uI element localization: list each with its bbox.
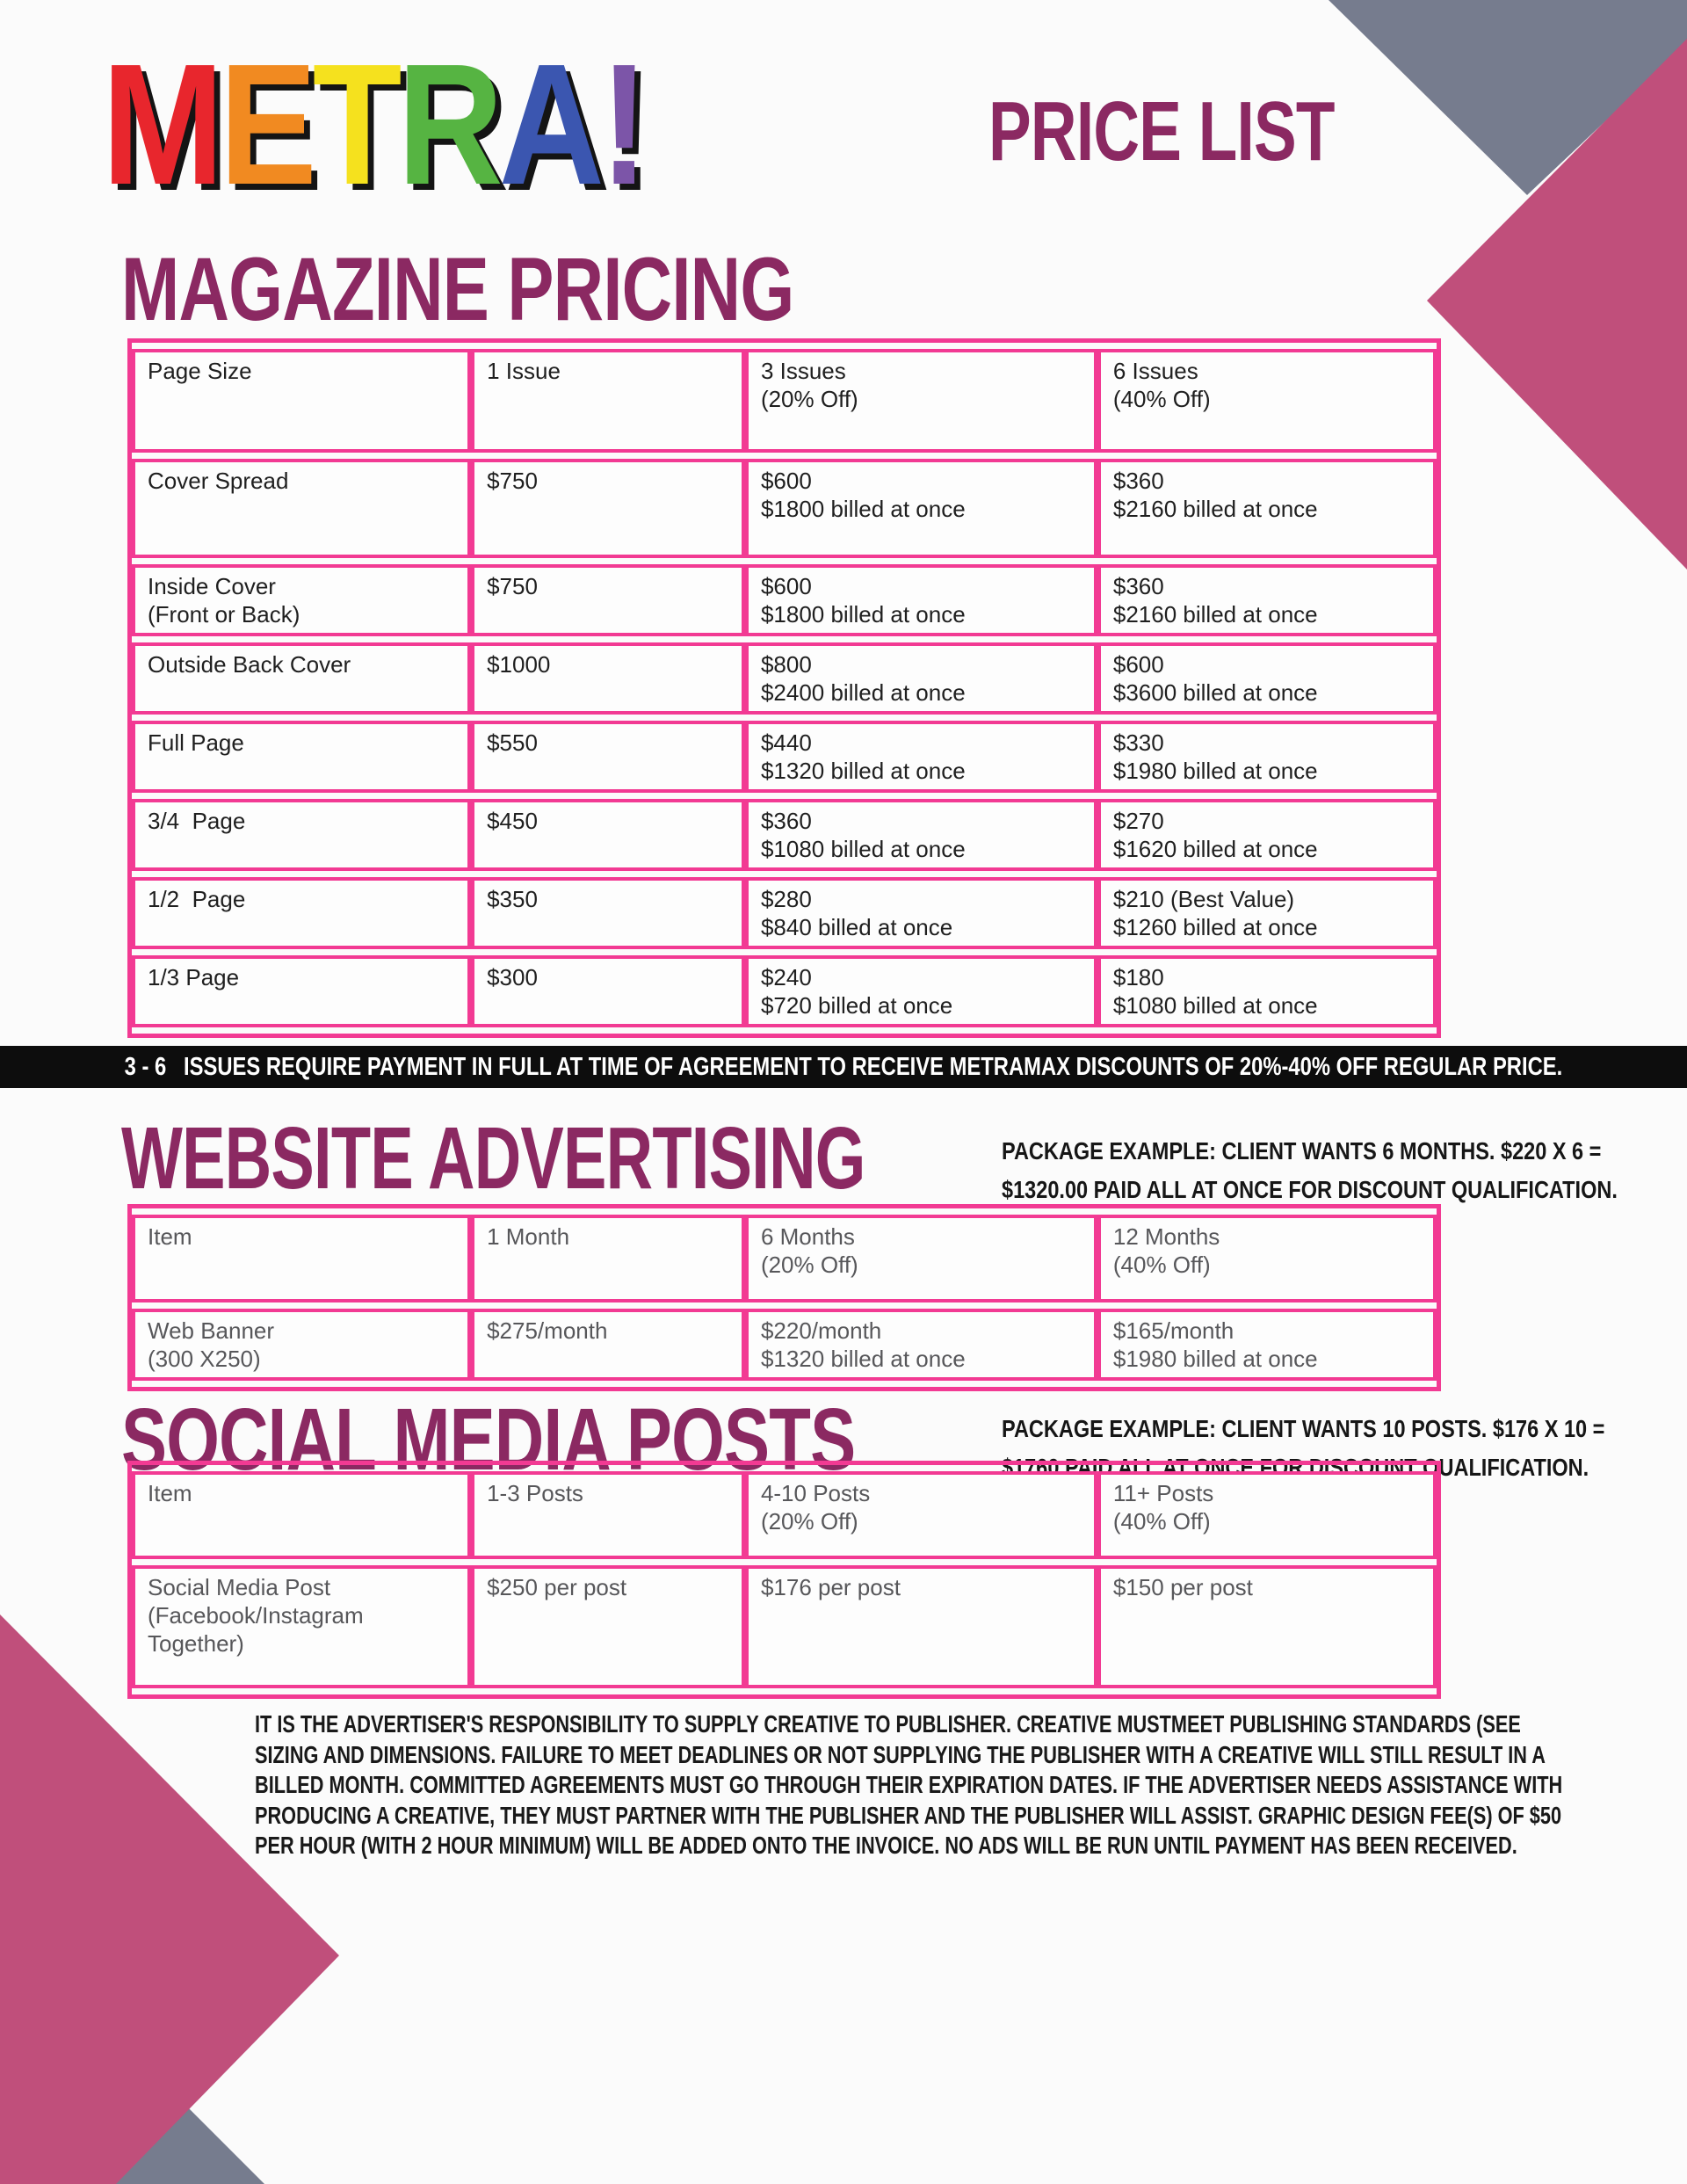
pricing-table: Page Size 1 Issue 3 Issues (20% Off) 6 Issu… (127, 338, 1441, 1038)
table-cell: 3/4 Page (132, 799, 472, 871)
logo-letter: ! (599, 28, 649, 221)
table-cell: Inside Cover (Front or Back) (132, 564, 472, 636)
column-header: 1 Month (471, 1215, 745, 1302)
section-title-magazine-pricing: MAGAZINE PRICING (121, 239, 794, 339)
disclaimer-line: SIZING AND DIMENSIONS. FAILURE TO MEET D… (255, 1740, 1546, 1768)
logo-letter: R (397, 28, 503, 221)
table-cell: $210 (Best Value) $1260 billed at once (1097, 877, 1437, 949)
table-cell: $550 (471, 721, 745, 793)
table-cell: $180 $1080 billed at once (1097, 955, 1437, 1027)
table-cell: $360 $1080 billed at once (744, 799, 1097, 871)
table-cell: 1/2 Page (132, 877, 472, 949)
table-row: Cover Spread $750 $600 $1800 billed at onc… (132, 459, 1437, 558)
logo-letter: M (102, 28, 224, 221)
table-cell: $750 (471, 564, 745, 636)
column-header: 1-3 Posts (471, 1471, 745, 1559)
table-row: 3/4 Page $450 $360 $1080 billed at once $27… (132, 799, 1437, 871)
column-header: 12 Months (40% Off) (1097, 1215, 1437, 1302)
table-cell: $275/month (471, 1309, 745, 1381)
disclaimer-text: IT IS THE ADVERTISER'S RESPONSIBILITY TO… (255, 1709, 1562, 1861)
page-title: PRICE LIST (988, 84, 1335, 178)
column-header: 3 Issues (20% Off) (744, 349, 1097, 453)
column-header: Item (132, 1215, 472, 1302)
table-cell: $360 $2160 billed at once (1097, 564, 1437, 636)
table-cell: $800 $2400 billed at once (744, 642, 1097, 715)
table-cell: $300 (471, 955, 745, 1027)
table-cell: $1000 (471, 642, 745, 715)
pricing-table: Item 1 Month 6 Months (20% Off) 12 Months (… (127, 1204, 1441, 1391)
table-row: 1/3 Page $300 $240 $720 billed at once $180… (132, 955, 1437, 1027)
table-cell: $220/month $1320 billed at once (744, 1309, 1097, 1381)
table-cell: $280 $840 billed at once (744, 877, 1097, 949)
table-header-row: Item 1-3 Posts 4-10 Posts (20% Off) 11+ Pos… (132, 1471, 1437, 1559)
table-cell: Outside Back Cover (132, 642, 472, 715)
disclaimer-line: BILLED MONTH. COMMITTED AGREEMENTS MUST … (255, 1771, 1563, 1798)
column-header: 6 Issues (40% Off) (1097, 349, 1437, 453)
logo-letter: E (219, 28, 317, 221)
column-header: Item (132, 1471, 472, 1559)
table-cell: $240 $720 billed at once (744, 955, 1097, 1027)
table-cell: $350 (471, 877, 745, 949)
table-cell: $270 $1620 billed at once (1097, 799, 1437, 871)
column-header: 4-10 Posts (20% Off) (744, 1471, 1097, 1559)
disclaimer-line: PRODUCING A CREATIVE, THEY MUST PARTNER … (255, 1801, 1562, 1829)
table-cell: $360 $2160 billed at once (1097, 459, 1437, 558)
table-cell: $165/month $1980 billed at once (1097, 1309, 1437, 1381)
table-row: Outside Back Cover $1000 $800 $2400 billed… (132, 642, 1437, 715)
discount-banner: 3 - 6 ISSUES REQUIRE PAYMENT IN FULL AT … (0, 1046, 1687, 1088)
table-cell: Cover Spread (132, 459, 472, 558)
discount-banner-text: 3 - 6 ISSUES REQUIRE PAYMENT IN FULL AT … (124, 1052, 1563, 1081)
logo-letter: A (498, 28, 605, 221)
table-cell: $600 $1800 billed at once (744, 564, 1097, 636)
table-cell: $176 per post (744, 1565, 1097, 1688)
table-cell: $600 $3600 billed at once (1097, 642, 1437, 715)
disclaimer-line: IT IS THE ADVERTISER'S RESPONSIBILITY TO… (255, 1710, 1521, 1738)
table-cell: Full Page (132, 721, 472, 793)
column-header: 11+ Posts (40% Off) (1097, 1471, 1437, 1559)
table-row: Web Banner (300 X250) $275/month $220/mont… (132, 1309, 1437, 1381)
section-title-website-advertising: WEBSITE ADVERTISING (121, 1109, 865, 1208)
disclaimer-line: PER HOUR (WITH 2 HOUR MINIMUM) WILL BE A… (255, 1832, 1517, 1859)
table-cell: $250 per post (471, 1565, 745, 1688)
table-cell: $150 per post (1097, 1565, 1437, 1688)
table-row: Inside Cover (Front or Back) $750 $600 $18… (132, 564, 1437, 636)
metra-logo: METRA! (102, 39, 648, 211)
table-header-row: Page Size 1 Issue 3 Issues (20% Off) 6 Issu… (132, 349, 1437, 453)
website-package-example: PACKAGE EXAMPLE: CLIENT WANTS 6 MONTHS. … (1002, 1137, 1618, 1203)
column-header: Page Size (132, 349, 472, 453)
table-cell: Social Media Post (Facebook/Instagram To… (132, 1565, 472, 1688)
social-media-posts-table: Item 1-3 Posts 4-10 Posts (20% Off) 11+ Pos… (127, 1461, 1441, 1699)
table-cell: 1/3 Page (132, 955, 472, 1027)
table-row: Full Page $550 $440 $1320 billed at once $3… (132, 721, 1437, 793)
column-header: 6 Months (20% Off) (744, 1215, 1097, 1302)
section-title-social-media-posts: SOCIAL MEDIA POSTS (121, 1390, 856, 1489)
website-advertising-table: Item 1 Month 6 Months (20% Off) 12 Months (… (127, 1204, 1441, 1391)
table-row: Social Media Post (Facebook/Instagram To… (132, 1565, 1437, 1688)
table-cell: Web Banner (300 X250) (132, 1309, 472, 1381)
table-cell: $440 $1320 billed at once (744, 721, 1097, 793)
logo-letter: T (312, 28, 402, 221)
table-cell: $600 $1800 billed at once (744, 459, 1097, 558)
table-cell: $450 (471, 799, 745, 871)
table-header-row: Item 1 Month 6 Months (20% Off) 12 Months (… (132, 1215, 1437, 1302)
table-cell: $330 $1980 billed at once (1097, 721, 1437, 793)
column-header: 1 Issue (471, 349, 745, 453)
table-cell: $750 (471, 459, 745, 558)
table-row: 1/2 Page $350 $280 $840 billed at once $210… (132, 877, 1437, 949)
pricing-table: Item 1-3 Posts 4-10 Posts (20% Off) 11+ Pos… (127, 1461, 1441, 1699)
magazine-pricing-table: Page Size 1 Issue 3 Issues (20% Off) 6 Issu… (127, 338, 1441, 1038)
